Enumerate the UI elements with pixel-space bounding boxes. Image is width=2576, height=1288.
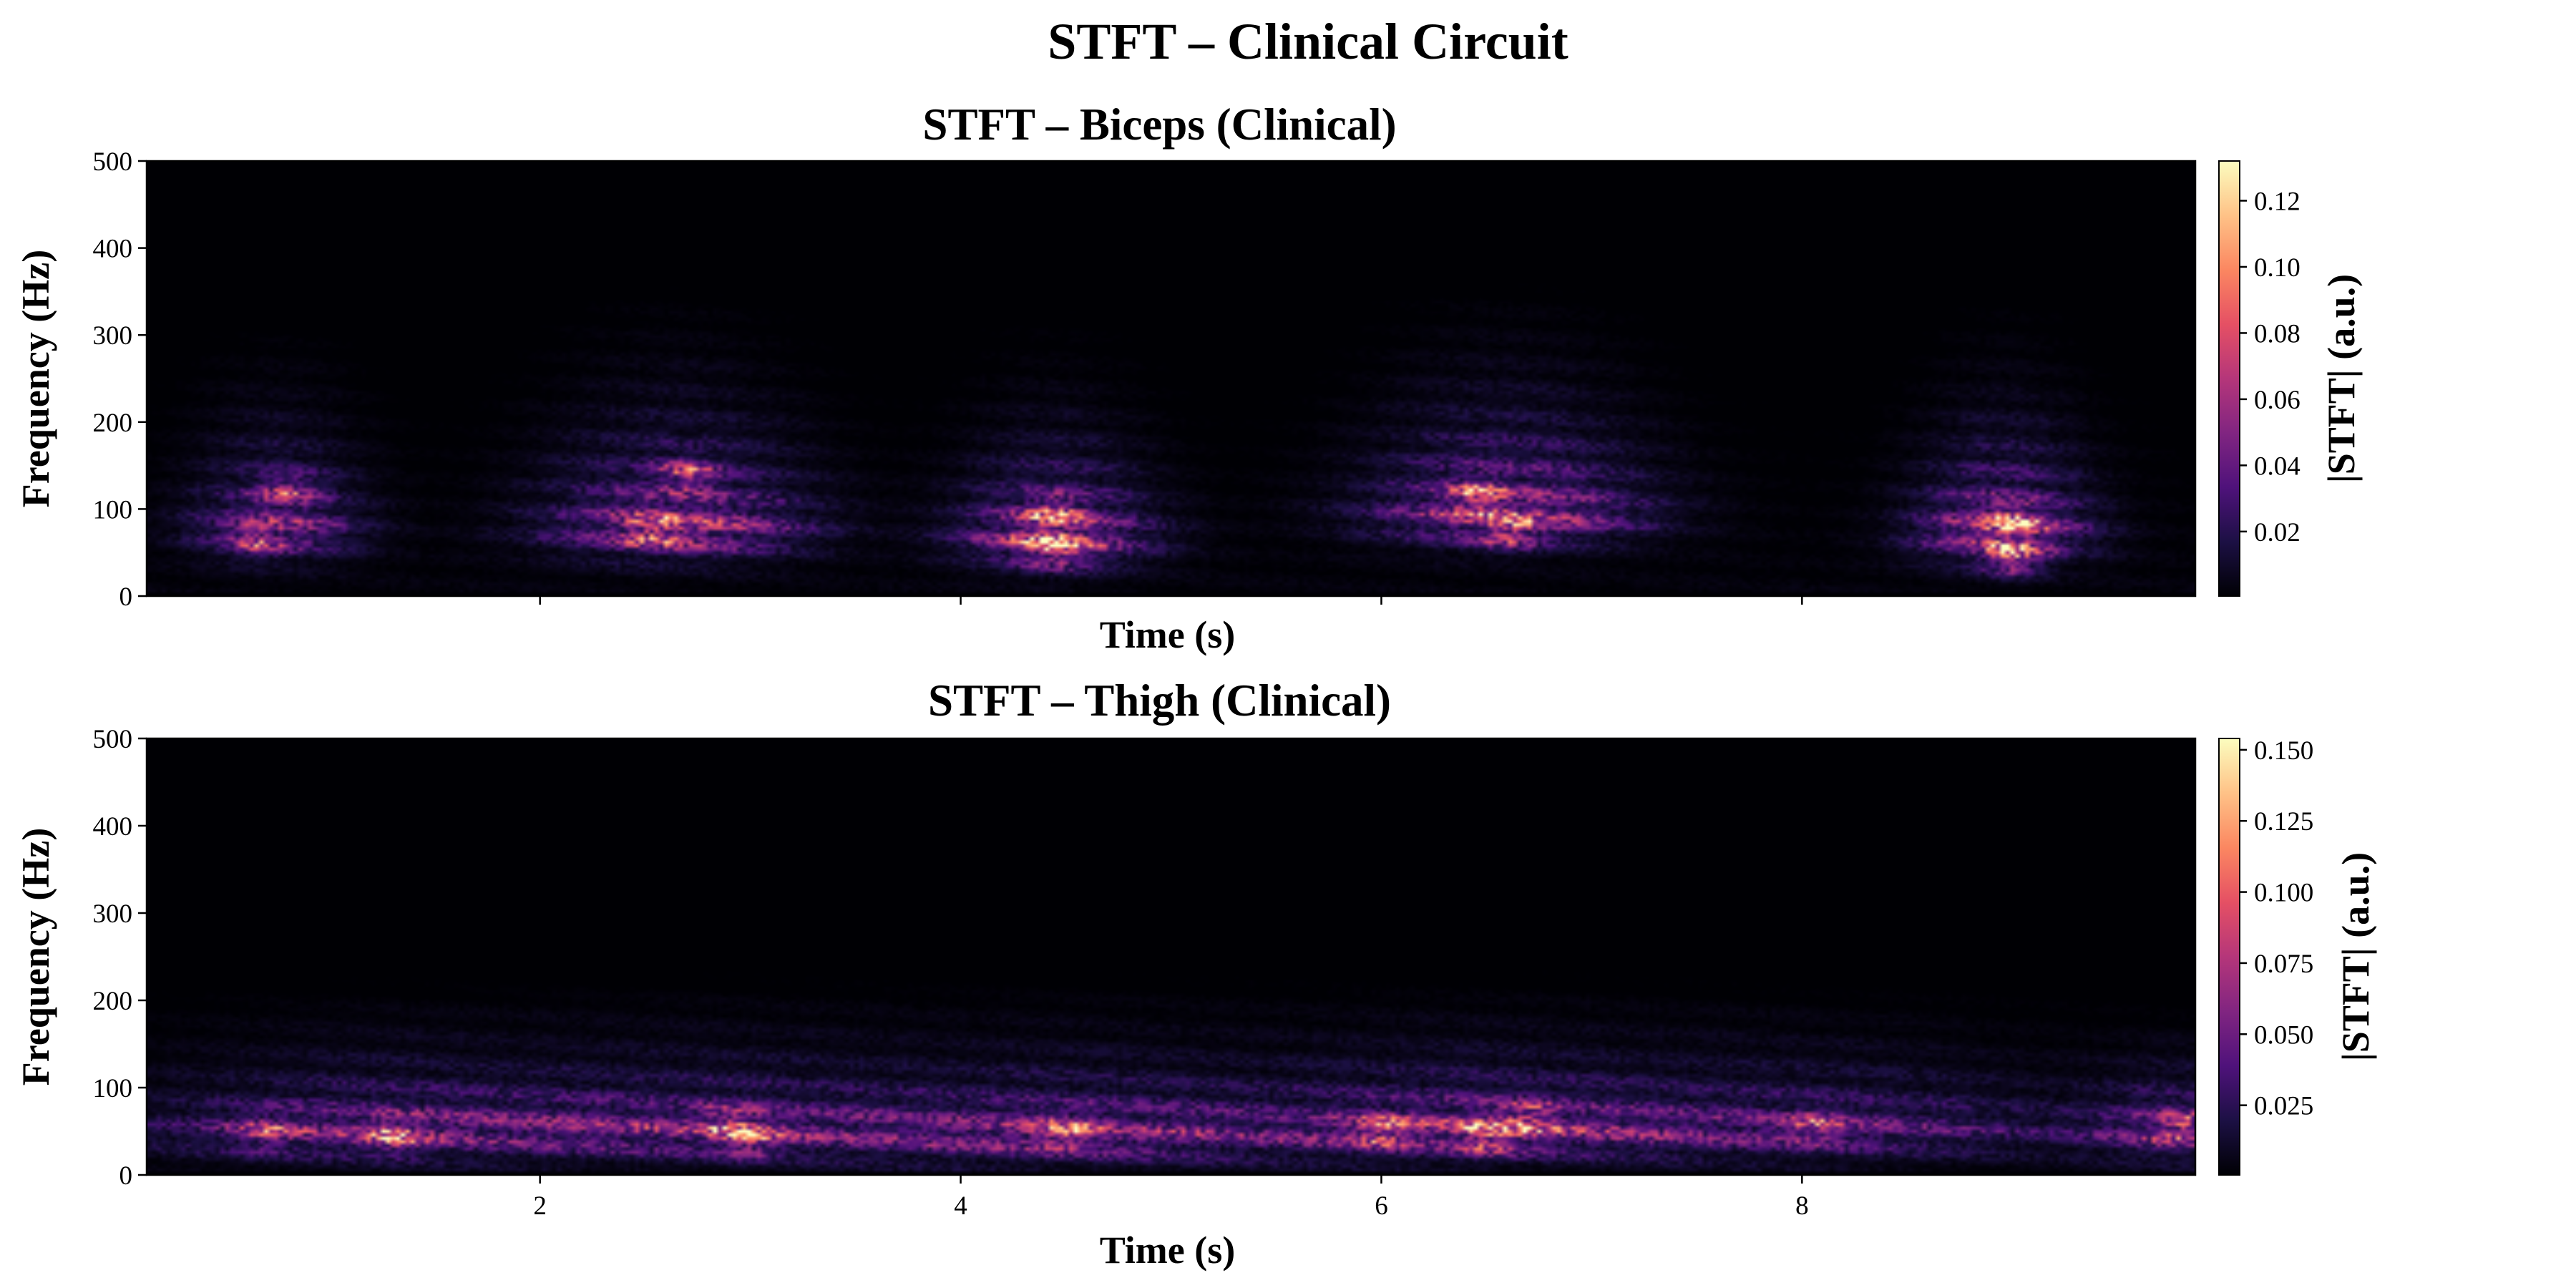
x-tick-label: 6 bbox=[1375, 1191, 1388, 1221]
x-axis-label: Time (s) bbox=[1100, 613, 1235, 656]
colorbar-tick-label: 0.025 bbox=[2254, 1092, 2313, 1121]
colorbar-tick-label: 0.150 bbox=[2254, 736, 2313, 766]
y-tick-label: 500 bbox=[93, 147, 133, 177]
x-tick-label: 2 bbox=[533, 1191, 547, 1221]
colorbar-label: |STFT| (a.u.) bbox=[2334, 852, 2377, 1061]
y-tick-label: 300 bbox=[93, 899, 133, 929]
figure-title: STFT – Clinical Circuit bbox=[1048, 13, 1568, 70]
colorbar-tick-label: 0.08 bbox=[2254, 319, 2301, 348]
y-axis-label: Frequency (Hz) bbox=[14, 250, 57, 507]
y-tick-label: 400 bbox=[93, 235, 133, 264]
spectrogram-image bbox=[147, 161, 2195, 596]
colorbar-label: |STFT| (a.u.) bbox=[2320, 274, 2363, 483]
y-tick-label: 100 bbox=[93, 1074, 133, 1103]
panel-biceps: STFT – Biceps (Clinical) 0 100 200 300 400 500… bbox=[14, 99, 2363, 656]
colorbar bbox=[2219, 161, 2240, 596]
colorbar-tick-label: 0.04 bbox=[2254, 452, 2301, 481]
y-axis-label: Frequency (Hz) bbox=[14, 828, 57, 1085]
x-axis-label: Time (s) bbox=[1100, 1229, 1235, 1272]
colorbar-tick-label: 0.050 bbox=[2254, 1020, 2313, 1050]
y-tick-label: 300 bbox=[93, 321, 133, 351]
y-tick-label: 200 bbox=[93, 987, 133, 1016]
colorbar-tick-label: 0.075 bbox=[2254, 950, 2313, 979]
panel-title: STFT – Biceps (Clinical) bbox=[922, 99, 1396, 150]
colorbar-tick-label: 0.12 bbox=[2254, 187, 2301, 216]
y-tick-label: 200 bbox=[93, 409, 133, 438]
spectrogram-image bbox=[147, 738, 2195, 1175]
x-tick-label: 4 bbox=[954, 1191, 967, 1221]
panel-title: STFT – Thigh (Clinical) bbox=[928, 675, 1391, 726]
colorbar bbox=[2219, 738, 2240, 1175]
y-tick-label: 500 bbox=[93, 725, 133, 754]
y-tick-label: 100 bbox=[93, 495, 133, 525]
y-tick-label: 0 bbox=[119, 1161, 133, 1191]
y-tick-label: 0 bbox=[119, 582, 133, 612]
colorbar-tick-label: 0.02 bbox=[2254, 518, 2301, 547]
colorbar-tick-label: 0.125 bbox=[2254, 807, 2313, 836]
colorbar-tick-label: 0.10 bbox=[2254, 253, 2301, 283]
y-tick-label: 400 bbox=[93, 812, 133, 841]
colorbar-tick-label: 0.06 bbox=[2254, 386, 2301, 415]
x-tick-label: 8 bbox=[1795, 1191, 1809, 1221]
colorbar-tick-label: 0.100 bbox=[2254, 879, 2313, 908]
